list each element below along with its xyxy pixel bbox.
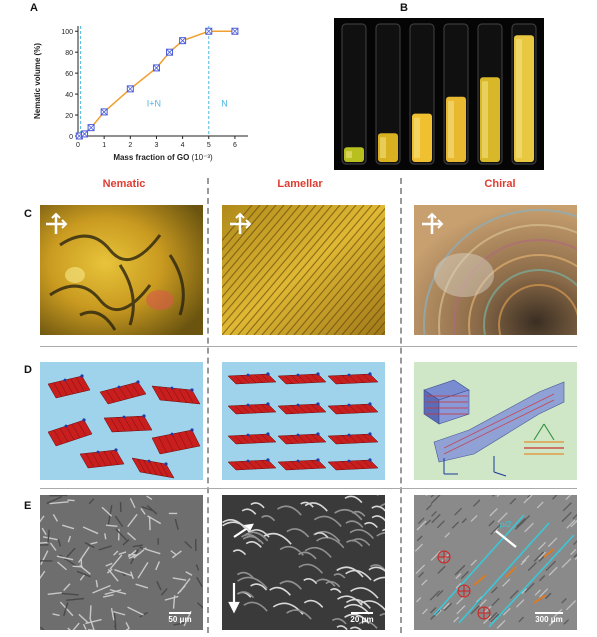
graphene-sheet [277, 372, 327, 385]
chiral-schematic [414, 362, 577, 480]
chiral-sem-image: p/2 300 μm [414, 495, 577, 630]
x-tick-label: 6 [233, 142, 237, 149]
data-point [81, 130, 89, 138]
y-tick-label: 80 [65, 50, 73, 57]
x-tick-label: 0 [76, 142, 80, 149]
data-point [179, 37, 187, 45]
test-tube [409, 23, 435, 165]
lamellar-schematic [222, 362, 385, 480]
x-tick-label: 1 [102, 142, 106, 149]
crossed-polarizer-icon [422, 212, 444, 234]
panel-label-b: B [400, 2, 408, 14]
graphene-sheet [327, 372, 379, 385]
data-point [100, 108, 108, 116]
scale-bar: 50 μm [165, 612, 195, 624]
x-axis-unit: (10⁻³) [192, 153, 213, 162]
graphene-sheet [227, 402, 277, 415]
graphene-sheet [79, 448, 125, 469]
test-tube [477, 23, 503, 165]
nematic-volume-chart: 0 20 40 60 80 100 0 1 2 3 4 5 6 I+N N Nematic volume (%… [33, 26, 248, 162]
scale-bar-label: 50 μm [168, 615, 192, 624]
test-tubes-photo [334, 18, 544, 170]
graphene-sheet [227, 458, 277, 471]
test-tube [443, 23, 469, 165]
column-divider-2 [400, 178, 402, 633]
y-tick-label: 60 [65, 71, 73, 78]
series-line [79, 30, 235, 137]
lamellar-pom-image [222, 205, 385, 335]
y-tick-label: 100 [61, 29, 73, 36]
graphene-sheet [151, 428, 201, 455]
data-point [231, 27, 239, 35]
x-tick-label: 5 [207, 142, 211, 149]
x-axis-label: Mass fraction of GO (10⁻³) [113, 153, 213, 162]
graphene-sheet [277, 458, 327, 471]
graphene-sheet [277, 402, 327, 415]
region-label-nematic: N [221, 99, 228, 109]
panel-label-e: E [24, 500, 32, 512]
graphene-sheet [327, 458, 379, 471]
row-separator-1 [40, 346, 577, 347]
crossed-polarizer-icon [230, 212, 252, 234]
y-tick-label: 20 [65, 113, 73, 120]
data-point [205, 27, 213, 35]
arrow-head [228, 601, 240, 614]
y-axis-label: Nematic volume (%) [33, 43, 42, 119]
chiral-pom-image [414, 205, 577, 335]
data-point [126, 85, 134, 93]
column-title-lamellar: Lamellar [277, 178, 323, 190]
scale-bar-label: 300 μm [535, 615, 563, 624]
x-tick-label: 2 [128, 142, 132, 149]
svg-text:p/2: p/2 [499, 520, 512, 529]
crossed-polarizer-icon [46, 212, 68, 234]
column-divider-1 [207, 178, 209, 633]
data-point [166, 48, 174, 56]
graphene-sheet [47, 418, 93, 447]
graphene-sheet [151, 385, 201, 405]
scale-bar: 300 μm [529, 612, 569, 624]
panel-label-c: C [24, 208, 32, 220]
column-title-nematic: Nematic [102, 178, 146, 190]
graphene-sheet [227, 372, 277, 385]
nematic-sem-image: 50 μm [40, 495, 203, 630]
test-tube [511, 23, 537, 165]
graphene-sheet [131, 457, 175, 479]
column-title-chiral: Chiral [484, 178, 516, 190]
graphene-sheet [327, 402, 379, 415]
data-point [87, 124, 95, 132]
lamellar-sem-image: 20 μm [222, 495, 385, 630]
graphene-sheet [47, 374, 91, 399]
graphene-sheet [327, 432, 379, 445]
panel-label-a: A [30, 2, 38, 14]
graphene-sheet [103, 414, 153, 433]
scale-bar: 20 μm [347, 612, 377, 624]
row-separator-2 [40, 488, 577, 489]
y-tick-label: 0 [69, 134, 73, 141]
x-tick-label: 4 [181, 142, 185, 149]
test-tube [375, 23, 401, 165]
test-tube [341, 23, 367, 165]
data-point [152, 64, 160, 72]
region-label-isotropic-nematic: I+N [147, 99, 161, 109]
graphene-sheet [277, 432, 327, 445]
x-tick-label: 3 [155, 142, 159, 149]
graphene-sheet [99, 380, 147, 405]
y-tick-label: 40 [65, 92, 73, 99]
scale-bar-label: 20 μm [350, 615, 374, 624]
nematic-pom-image [40, 205, 203, 335]
panel-label-d: D [24, 364, 32, 376]
nematic-schematic [40, 362, 203, 480]
graphene-sheet [227, 432, 277, 445]
